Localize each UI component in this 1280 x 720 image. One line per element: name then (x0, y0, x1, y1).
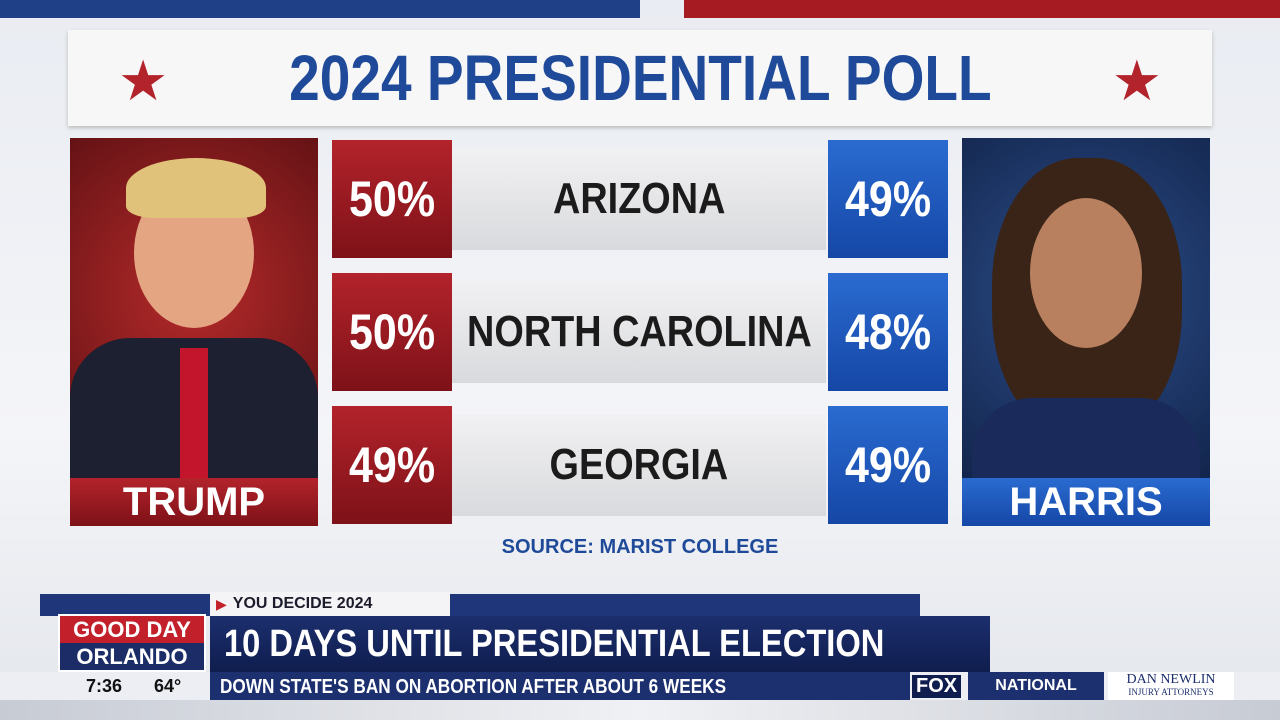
top-stripe (0, 0, 640, 18)
state: NORTH CAROLINA (466, 307, 812, 356)
tag: ▶ YOU DECIDE 2024 (210, 592, 450, 616)
pct-left: 49% (348, 437, 436, 493)
top-stripe (684, 0, 1280, 18)
pct-left: 50% (348, 171, 436, 227)
pct-left-cell: 50% (332, 140, 452, 258)
pct-right-cell: 48% (828, 273, 948, 391)
candidate-name: TRUMP (70, 478, 318, 526)
ticker-bar: 7:36 64° DOWN STATE'S BAN ON ABORTION AF… (0, 672, 1280, 700)
candidate-photo: HARRIS (962, 138, 1210, 526)
state-cell: ARIZONA (452, 148, 826, 250)
sponsor: DAN NEWLIN INJURY ATTORNEYS (1108, 672, 1234, 700)
tie (180, 348, 208, 478)
logo-top: GOOD DAY (60, 616, 204, 643)
logo-bottom: ORLANDO (76, 643, 188, 669)
source: SOURCE: MARIST COLLEGE (501, 535, 779, 558)
section: NATIONAL (968, 672, 1104, 700)
tag-icon: ▶ (216, 595, 227, 612)
sponsor-sub: INJURY ATTORNEYS (1128, 687, 1214, 697)
pct-left-cell: 50% (332, 273, 452, 391)
state-cell: GEORGIA (452, 414, 826, 516)
pct-left-cell: 49% (332, 406, 452, 524)
state: ARIZONA (552, 174, 726, 223)
title-bar: ★ 2024 PRESIDENTIAL POLL ★ (68, 30, 1212, 126)
state: GEORGIA (549, 440, 729, 489)
hair (126, 158, 266, 218)
pct-right: 49% (844, 171, 932, 227)
temperature: 64° (154, 676, 182, 696)
headline-bar: 10 DAYS UNTIL PRESIDENTIAL ELECTION (210, 616, 990, 672)
candidate-photo: TRUMP (70, 138, 318, 526)
candidate-name: HARRIS (962, 478, 1210, 526)
title: 2024 PRESIDENTIAL POLL (288, 42, 992, 114)
bottom-stripe (0, 700, 1280, 720)
pct-right: 48% (844, 304, 932, 360)
pct-left: 50% (348, 304, 436, 360)
tag-text: YOU DECIDE 2024 (232, 595, 373, 612)
lower-third-stripe (40, 594, 920, 616)
ticker-text: DOWN STATE'S BAN ON ABORTION AFTER ABOUT… (220, 676, 727, 698)
face (1030, 198, 1142, 348)
time: 7:36 (86, 676, 123, 696)
network: FOX (912, 675, 962, 698)
headline: 10 DAYS UNTIL PRESIDENTIAL ELECTION (224, 622, 885, 665)
star: ★ (118, 49, 169, 112)
pct-right-cell: 49% (828, 140, 948, 258)
station-logo: GOOD DAY ORLANDO (58, 614, 206, 672)
pct-right-cell: 49% (828, 406, 948, 524)
pct-right: 49% (844, 437, 932, 493)
ticker-track: DOWN STATE'S BAN ON ABORTION AFTER ABOUT… (210, 672, 910, 700)
jacket (972, 398, 1200, 478)
sponsor-name: DAN NEWLIN (1126, 672, 1216, 687)
state-cell: NORTH CAROLINA (452, 281, 826, 383)
star: ★ (1111, 49, 1162, 112)
